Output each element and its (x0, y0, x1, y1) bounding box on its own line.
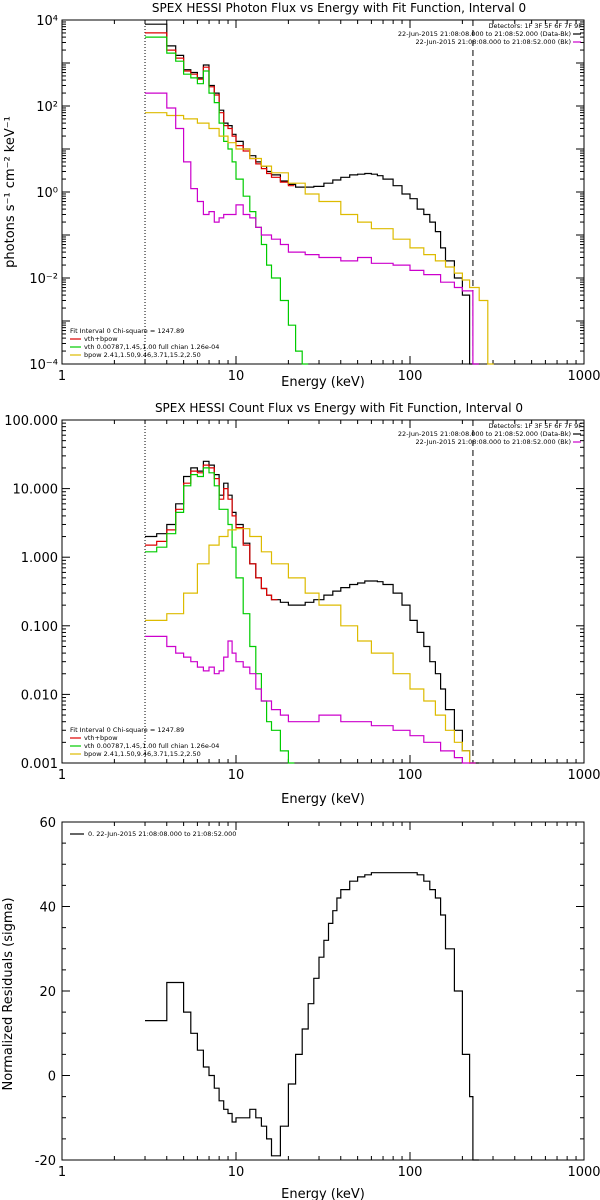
y-axis-label: photons s⁻¹ cm⁻² keV⁻¹ (3, 116, 18, 268)
series-vth (145, 36, 309, 365)
panel-count-flux: SPEX HESSI Count Flux vs Energy with Fit… (4, 401, 600, 807)
y-tick-label: 0.010 (21, 688, 58, 703)
x-tick-label: 10 (228, 768, 245, 783)
plot-frame (61, 419, 585, 764)
panel-photon-flux: SPEX HESSI Photon Flux vs Energy with Fi… (3, 1, 600, 390)
legend-entry: 22-Jun-2015 21:08:08.000 to 21:08:52.000… (416, 438, 571, 446)
legend-entry: Fit Interval 0 Chi-square = 1247.89 (70, 726, 184, 734)
series-vth (145, 467, 295, 764)
plot-area: 1 10 100 1000 0.001 0.010 0.100 1.000 10.000 100.… (4, 414, 600, 783)
y-tick-label: 1.000 (21, 551, 58, 566)
x-axis-label: Energy (keV) (281, 792, 365, 807)
plot-frame (61, 19, 585, 365)
series-data-bk (145, 460, 479, 764)
legend-entry: 22-Jun-2015 21:08:08.000 to 21:08:52.000… (398, 30, 571, 38)
detectors-label: Detectors: 1F 3F 5F 6F 7F 9F (488, 22, 582, 30)
x-tick-label: 1 (58, 369, 66, 384)
legend-entry: vth 0.00787,1.45,1.00 full chian 1.26e-0… (84, 343, 219, 351)
panel-residuals: Normalized Residuals (sigma) Energy (keV… (1, 816, 600, 1200)
y-tick-label: 100.000 (4, 414, 58, 429)
series-bpow (145, 112, 494, 365)
plot-area: 1 10 100 1000 10⁻⁴ 10⁻² 10⁰ 10² 10⁴ (29, 14, 600, 384)
series-data-bk (145, 23, 480, 365)
legend-entry: 22-Jun-2015 21:08:08.000 to 21:08:52.000… (398, 430, 571, 438)
chart-title: SPEX HESSI Count Flux vs Energy with Fit… (155, 401, 523, 415)
x-axis-label: Energy (keV) (281, 1187, 365, 1200)
x-tick-label: 1000 (567, 369, 600, 384)
y-tick-label: 10⁴ (36, 14, 58, 29)
y-tick-label: 20 (39, 985, 56, 1000)
x-tick-label: 10 (228, 369, 245, 384)
x-tick-label: 1000 (567, 1165, 600, 1180)
legend-entry: 22-Jun-2015 21:08:08.000 to 21:08:52.000… (416, 38, 571, 46)
legend-entry: Fit Interval 0 Chi-square = 1247.89 (70, 327, 184, 335)
legend-entry: vth+bpow (84, 335, 118, 343)
y-tick-label: 10⁻² (29, 272, 58, 287)
y-tick-label: 10⁻⁴ (29, 358, 58, 373)
x-tick-label: 1 (58, 1165, 66, 1180)
y-tick-label: 0 (48, 1070, 56, 1085)
legend-entry: bpow 2.41,1.50,9.46,3.71,15.2,2.50 (84, 750, 201, 758)
y-tick-label: -20 (35, 1154, 56, 1169)
x-tick-label: 100 (398, 369, 423, 384)
series-vth-bpow (145, 32, 295, 187)
detectors-label: Detectors: 1F 3F 5F 6F 7F 9F (488, 422, 582, 430)
legend-entry: bpow 2.41,1.50,9.46,3.71,15.2,2.50 (84, 351, 201, 359)
legend-entry: vth+bpow (84, 734, 118, 742)
series-0-22-jun-2015-21-08-08-000-to-21-08-52-000 (145, 872, 479, 1161)
y-tick-label: 60 (39, 816, 56, 831)
x-tick-label: 10 (228, 1165, 245, 1180)
y-tick-label: 10.000 (13, 483, 59, 498)
y-tick-label: 0.001 (21, 757, 58, 772)
plot-frame (61, 821, 585, 1161)
y-axis-label: Normalized Residuals (sigma) (1, 897, 16, 1090)
chart-title: SPEX HESSI Photon Flux vs Energy with Fi… (152, 1, 526, 15)
y-tick-label: 40 (39, 901, 56, 916)
series-vth-bpow (145, 464, 278, 601)
x-tick-label: 1000 (567, 768, 600, 783)
x-tick-label: 1 (58, 768, 66, 783)
plot-area: 1 10 100 1000 -20 0 20 40 60 (35, 816, 600, 1180)
x-tick-label: 100 (398, 768, 423, 783)
series-bpow (145, 528, 476, 764)
series-bk (145, 92, 479, 365)
y-tick-label: 0.100 (21, 620, 58, 635)
x-tick-label: 100 (398, 1165, 423, 1180)
x-axis-label: Energy (keV) (281, 375, 365, 390)
legend-entry: vth 0.00787,1.45,1.00 full chian 1.26e-0… (84, 742, 219, 750)
y-tick-label: 10² (36, 100, 58, 115)
series-bk (145, 635, 476, 764)
legend-entry: 0. 22-Jun-2015 21:08:08.000 to 21:08:52.… (88, 830, 236, 838)
y-tick-label: 10⁰ (36, 186, 58, 201)
